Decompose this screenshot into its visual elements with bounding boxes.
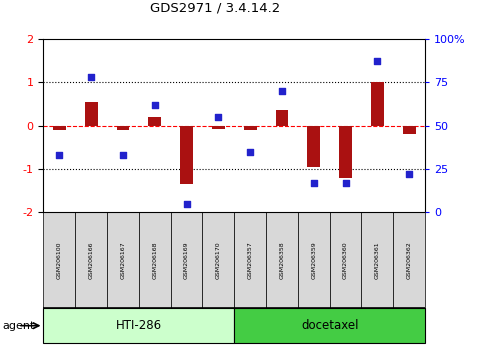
Bar	[85, 102, 98, 126]
Bar	[180, 126, 193, 184]
Text: GSM206361: GSM206361	[375, 241, 380, 279]
Text: GSM206168: GSM206168	[152, 241, 157, 279]
Text: GSM206100: GSM206100	[57, 241, 62, 279]
Point	[278, 88, 286, 94]
Bar	[43, 212, 75, 308]
Point	[151, 102, 158, 108]
Bar	[266, 212, 298, 308]
Bar	[234, 212, 266, 308]
Bar	[244, 126, 256, 130]
Bar	[139, 212, 170, 308]
Bar	[148, 117, 161, 126]
Point	[405, 171, 413, 177]
Point	[56, 152, 63, 158]
Bar	[361, 212, 393, 308]
Bar	[43, 308, 234, 343]
Point	[87, 74, 95, 80]
Text: GSM206362: GSM206362	[407, 241, 412, 279]
Bar	[371, 82, 384, 126]
Bar	[75, 212, 107, 308]
Text: GSM206358: GSM206358	[280, 241, 284, 279]
Bar	[170, 212, 202, 308]
Text: docetaxel: docetaxel	[301, 319, 358, 332]
Bar	[234, 308, 425, 343]
Bar	[53, 126, 66, 130]
Text: GSM206170: GSM206170	[216, 241, 221, 279]
Bar	[298, 212, 330, 308]
Bar	[307, 126, 320, 167]
Bar	[116, 126, 129, 130]
Text: GSM206359: GSM206359	[311, 241, 316, 279]
Text: HTI-286: HTI-286	[116, 319, 162, 332]
Text: GSM206360: GSM206360	[343, 241, 348, 279]
Text: GSM206357: GSM206357	[248, 241, 253, 279]
Text: GSM206169: GSM206169	[184, 241, 189, 279]
Bar	[276, 110, 288, 126]
Point	[214, 114, 222, 120]
Text: GSM206167: GSM206167	[120, 241, 126, 279]
Bar	[403, 126, 415, 135]
Point	[310, 180, 318, 186]
Bar	[212, 126, 225, 129]
Point	[183, 201, 190, 207]
Text: GDS2971 / 3.4.14.2: GDS2971 / 3.4.14.2	[150, 1, 280, 14]
Point	[341, 180, 349, 186]
Bar	[202, 212, 234, 308]
Text: agent: agent	[2, 321, 35, 331]
Point	[246, 149, 254, 155]
Point	[373, 59, 381, 64]
Bar	[339, 126, 352, 178]
Bar	[329, 212, 361, 308]
Text: GSM206166: GSM206166	[89, 241, 94, 279]
Point	[119, 152, 127, 158]
Bar	[393, 212, 425, 308]
Bar	[107, 212, 139, 308]
